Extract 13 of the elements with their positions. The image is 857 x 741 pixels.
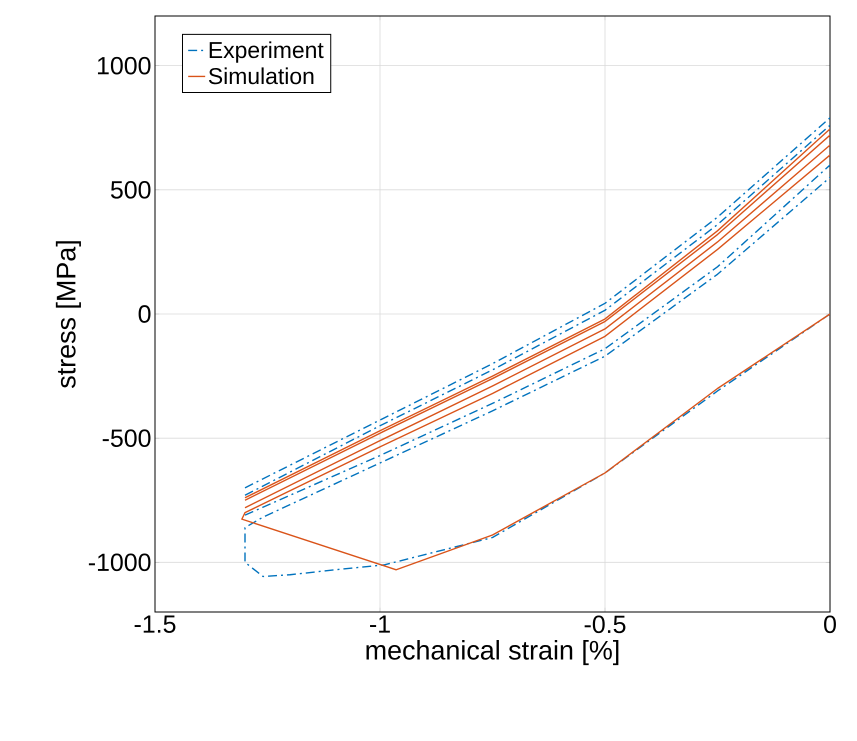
x-tick-label: -1 (370, 616, 390, 633)
y-tick-label: 500 (110, 181, 150, 199)
y-tick-label: 0 (138, 305, 151, 323)
x-tick-label: 0 (824, 616, 836, 634)
y-tick-label: -1000 (88, 554, 150, 572)
legend-label: Experiment (210, 41, 324, 63)
y-axis-title: stress [MPa] (56, 241, 81, 388)
x-tick-label: -1.5 (134, 616, 176, 633)
y-tick-label: 1000 (98, 56, 150, 74)
y-tick-label: -500 (102, 429, 150, 447)
x-tick-label: -0.5 (584, 616, 626, 634)
legend-label: Simulation (208, 67, 314, 84)
x-axis-title: mechanical strain [%] (366, 640, 618, 666)
